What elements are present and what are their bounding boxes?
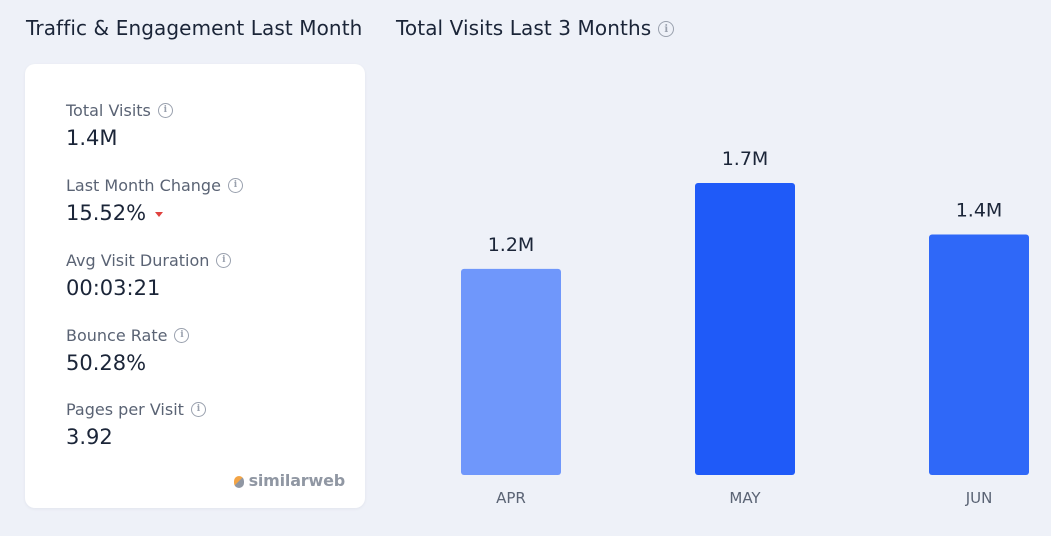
bar-value-label: 1.2M	[488, 234, 535, 256]
metric-label: Total Visits	[66, 100, 151, 120]
category-label: MAY	[729, 489, 761, 507]
total-visits-title: Total Visits Last 3 Months i	[396, 16, 675, 40]
brand-name: similarweb	[248, 471, 346, 490]
total-visits-bar-chart: 1.2M APR 1.7M MAY 1.4M JUN	[461, 148, 1029, 507]
bar-jun[interactable]	[929, 234, 1029, 475]
metric-value: 15.52%	[66, 201, 147, 225]
bar-value-label: 1.4M	[956, 200, 1003, 222]
info-icon[interactable]: i	[190, 401, 206, 417]
info-icon[interactable]: i	[658, 21, 675, 37]
metric-value: 50.28%	[66, 351, 147, 375]
info-icon[interactable]: i	[227, 177, 243, 193]
metric-label: Last Month Change	[66, 175, 221, 195]
metric-pages-per-visit: Pages per Visit i 3.92	[66, 399, 206, 449]
metric-bounce-rate: Bounce Rate i 50.28%	[66, 325, 190, 375]
similarweb-logo-icon	[233, 475, 244, 488]
metric-last-month-change: Last Month Change i 15.52%	[66, 175, 243, 225]
total-visits-title-text: Total Visits Last 3 Months	[396, 16, 652, 40]
metric-value: 3.92	[66, 425, 113, 449]
metric-total-visits: Total Visits i 1.4M	[66, 100, 173, 150]
metric-value: 1.4M	[66, 126, 118, 150]
metric-value: 00:03:21	[66, 276, 161, 300]
metric-label: Avg Visit Duration	[66, 250, 210, 270]
metric-label: Pages per Visit	[66, 399, 184, 419]
info-icon[interactable]: i	[174, 327, 190, 343]
category-label: APR	[496, 489, 526, 507]
bar-may[interactable]	[695, 183, 795, 475]
similarweb-brand[interactable]: similarweb	[233, 471, 346, 490]
traffic-engagement-title: Traffic & Engagement Last Month	[26, 16, 362, 40]
metric-label: Bounce Rate	[66, 325, 168, 345]
trend-down-icon	[155, 211, 164, 217]
engagement-card: Total Visits i 1.4M Last Month Change i …	[25, 64, 365, 508]
bar-value-label: 1.7M	[722, 148, 769, 170]
info-icon[interactable]: i	[157, 102, 173, 118]
info-icon[interactable]: i	[216, 252, 232, 268]
traffic-engagement-title-text: Traffic & Engagement Last Month	[26, 16, 363, 40]
category-label: JUN	[965, 489, 993, 507]
metric-avg-visit-duration: Avg Visit Duration i 00:03:21	[66, 250, 232, 300]
bar-apr[interactable]	[461, 268, 561, 475]
